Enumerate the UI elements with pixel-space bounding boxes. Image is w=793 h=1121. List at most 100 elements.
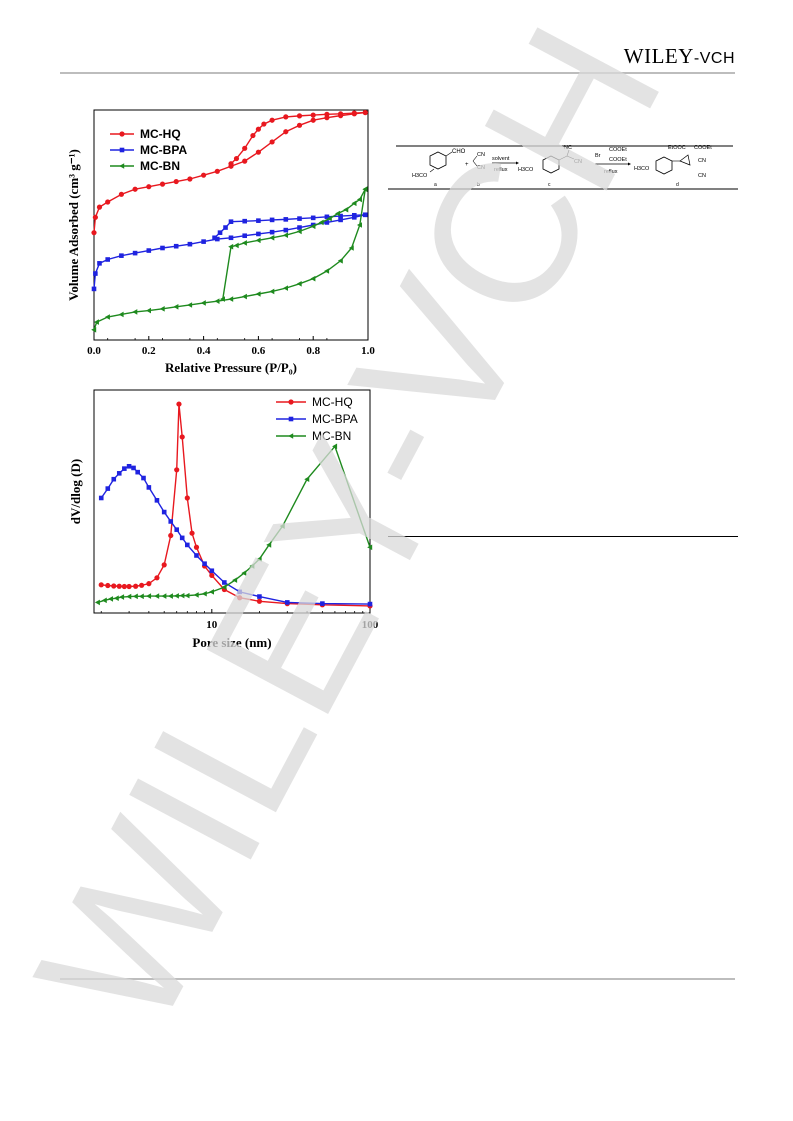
molecule-a: CHO H3CO a <box>412 149 466 188</box>
data-point <box>209 589 215 595</box>
data-point <box>154 575 160 581</box>
reaction-scheme: CHO H3CO a + CN CN b solvent reflux H3CO… <box>388 145 738 190</box>
data-point <box>209 572 215 579</box>
data-point <box>161 509 167 515</box>
data-point <box>351 110 357 116</box>
step1-bottom: reflux <box>494 167 508 173</box>
data-point <box>324 220 330 225</box>
label-b: b <box>477 182 480 188</box>
data-point <box>179 592 185 599</box>
data-point <box>256 598 263 604</box>
data-point <box>91 230 97 236</box>
data-point <box>304 476 310 482</box>
series-mc-hq <box>98 401 373 609</box>
data-point <box>133 583 139 589</box>
data-point <box>132 593 138 600</box>
y-axis-title: dV/dlog (D) <box>68 459 83 524</box>
legend-marker <box>288 399 294 405</box>
legend-marker <box>288 433 294 439</box>
plot-frame <box>93 389 371 614</box>
legend-marker <box>288 416 294 422</box>
data-point <box>296 280 302 287</box>
data-point <box>126 583 132 590</box>
x-tick-label: 0.0 <box>87 345 101 357</box>
data-point <box>242 158 248 164</box>
data-point <box>261 121 267 127</box>
data-point <box>269 229 275 235</box>
data-point <box>105 257 110 262</box>
data-point <box>269 139 275 145</box>
data-point <box>269 234 275 241</box>
data-point <box>221 584 227 590</box>
series-mc-bpa <box>98 463 373 607</box>
legend-label: MC-BN <box>312 429 351 443</box>
data-point <box>209 568 215 574</box>
data-point <box>161 593 167 599</box>
data-point <box>228 243 234 250</box>
data-point <box>91 326 97 333</box>
product-d-ester1: EtOOC <box>668 145 686 151</box>
table-bottom-rule <box>388 536 738 537</box>
data-point <box>173 303 179 310</box>
data-point <box>212 235 217 241</box>
data-point <box>343 206 349 213</box>
data-point <box>119 594 125 600</box>
data-point <box>98 582 104 588</box>
data-point <box>167 593 173 599</box>
series-mc-bn <box>94 443 373 606</box>
data-point <box>356 196 362 203</box>
data-point <box>362 186 368 193</box>
data-point <box>320 601 325 606</box>
data-point <box>173 243 179 249</box>
data-point <box>324 111 330 117</box>
x-tick-label: 0.2 <box>142 345 156 357</box>
data-point <box>256 231 261 237</box>
legend-label: MC-HQ <box>140 127 181 141</box>
legend: MC-HQ MC-BPA MC-BN <box>276 395 358 443</box>
data-point <box>255 149 261 155</box>
data-point <box>269 288 275 295</box>
data-point <box>249 563 255 569</box>
data-point <box>173 593 179 599</box>
data-point <box>105 582 111 589</box>
data-point <box>101 597 107 604</box>
data-point <box>332 443 338 450</box>
data-point <box>141 475 146 481</box>
data-point <box>228 161 234 167</box>
data-point <box>310 117 316 123</box>
data-point <box>256 218 261 223</box>
data-point <box>338 111 344 117</box>
data-point <box>215 236 220 242</box>
legend-label: MC-BPA <box>140 143 187 157</box>
data-point <box>284 600 290 605</box>
legend-label: MC-HQ <box>312 395 353 409</box>
reagent-b-cn1: CN <box>477 152 485 158</box>
data-point <box>94 599 100 606</box>
product-d-ester2: COOEt <box>694 145 712 151</box>
data-point <box>168 532 174 539</box>
data-point <box>146 307 151 314</box>
data-point <box>154 498 160 503</box>
product-c-sub: H3CO <box>518 167 534 173</box>
data-point <box>146 248 152 253</box>
data-point <box>116 583 122 589</box>
data-point <box>96 204 103 210</box>
data-point <box>135 469 140 475</box>
data-point <box>104 314 110 320</box>
data-point <box>174 527 180 532</box>
data-point <box>161 562 167 568</box>
data-point <box>105 199 111 205</box>
pore-size-chart: 10 100 Pore size (nm) dV/dlog (D) MC-HQ MC-BP… <box>68 389 379 650</box>
data-point <box>193 544 200 550</box>
data-point <box>255 237 261 244</box>
adsorption-line <box>93 111 366 233</box>
data-point <box>352 212 357 218</box>
data-point <box>91 286 97 292</box>
data-point <box>296 122 303 128</box>
data-point <box>266 542 272 548</box>
data-point <box>228 235 234 241</box>
data-point <box>200 300 206 306</box>
data-point <box>146 485 152 490</box>
data-point <box>179 535 185 541</box>
series-mc-bn <box>91 186 368 333</box>
